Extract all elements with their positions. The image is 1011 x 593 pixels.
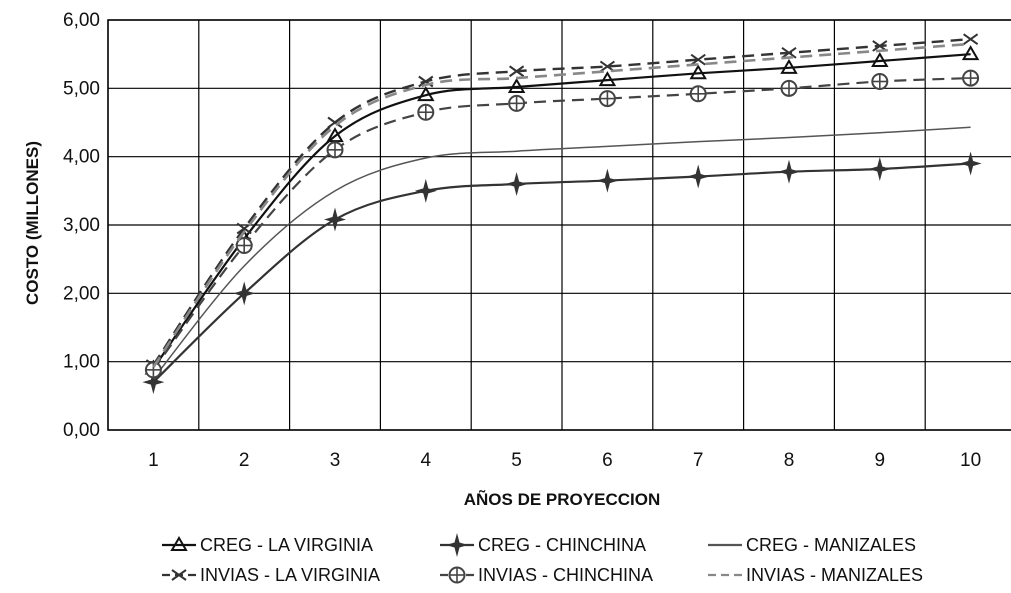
data-point	[689, 64, 707, 80]
data-point	[327, 116, 343, 129]
data-point	[144, 361, 162, 379]
data-point	[868, 156, 891, 181]
data-point	[326, 141, 344, 159]
series-invias-chinchina	[144, 69, 980, 379]
series-line	[152, 37, 971, 366]
data-point	[233, 281, 256, 306]
data-point	[509, 65, 525, 78]
data-point	[142, 370, 165, 395]
legend-label: INVIAS - MANIZALES	[746, 565, 923, 585]
data-point	[961, 45, 980, 61]
data-point	[326, 127, 344, 143]
y-axis-title: COSTO (MILLONES)	[23, 141, 42, 305]
data-point	[235, 237, 253, 254]
legend-item: CREG - CHINCHINA	[440, 533, 646, 557]
y-tick-label: 2,00	[63, 283, 100, 304]
data-point	[170, 536, 188, 551]
data-point	[780, 79, 798, 97]
legend-item: INVIAS - MANIZALES	[708, 565, 923, 585]
axes: 0,00 1,00 2,00 3,00 4,00 5,00 6,00 1 2 3 4 5 6 7 8 9 10	[63, 10, 1011, 471]
data-point	[780, 58, 798, 74]
x-tick-label: 2	[239, 450, 250, 471]
legend-label: CREG - CHINCHINA	[478, 535, 646, 555]
data-point	[963, 33, 979, 45]
data-point	[598, 90, 616, 108]
x-tick-label: 6	[602, 450, 613, 471]
series-line	[152, 53, 971, 370]
y-tick-label: 6,00	[63, 10, 100, 31]
data-point	[414, 178, 437, 203]
x-tick-label: 9	[875, 450, 886, 471]
data-point	[171, 569, 187, 581]
series-line	[152, 126, 971, 380]
series-line	[152, 76, 971, 371]
y-tick-label: 1,00	[63, 352, 100, 373]
x-tick-label: 10	[960, 450, 981, 471]
legend-item: INVIAS - CHINCHINA	[440, 565, 653, 585]
data-point	[417, 103, 435, 121]
plot-area	[107, 19, 1011, 431]
y-tick-label: 0,00	[63, 420, 100, 441]
x-tick-label: 1	[148, 450, 159, 471]
data-point	[871, 73, 889, 90]
data-point	[959, 151, 982, 176]
data-point	[596, 168, 619, 193]
data-point	[689, 85, 707, 103]
series-creg-manizales	[152, 126, 971, 380]
x-tick-label: 4	[421, 450, 432, 471]
data-point	[690, 53, 706, 66]
y-tick-label: 4,00	[63, 147, 100, 168]
data-point	[508, 94, 526, 112]
legend-label: CREG - MANIZALES	[746, 535, 916, 555]
legend-item: CREG - LA VIRGINIA	[162, 535, 373, 555]
data-point	[871, 52, 889, 67]
data-point	[448, 566, 466, 584]
legend-label: INVIAS - CHINCHINA	[478, 565, 653, 585]
data-point	[505, 172, 528, 196]
legend-label: CREG - LA VIRGINIA	[200, 535, 373, 555]
x-tick-label: 7	[693, 450, 704, 471]
data-point	[687, 164, 710, 189]
x-tick-label: 3	[330, 450, 341, 471]
x-tick-label: 5	[511, 450, 522, 471]
data-point	[962, 69, 980, 87]
data-point	[324, 207, 346, 232]
series-line	[152, 162, 971, 383]
series-invias-manizales	[152, 42, 971, 368]
data-point	[598, 71, 617, 87]
x-axis-title: AÑOS DE PROYECCION	[464, 489, 660, 509]
series-invias-la-virginia	[145, 33, 979, 371]
data-point	[778, 159, 800, 184]
legend-label: INVIAS - LA VIRGINIA	[200, 565, 380, 585]
data-point	[417, 86, 435, 102]
legend: CREG - LA VIRGINIA CREG - CHINCHINA CREG -…	[162, 533, 923, 585]
legend-item: INVIAS - LA VIRGINIA	[162, 565, 380, 585]
series-layer	[142, 33, 982, 395]
x-tick-label: 8	[784, 450, 795, 471]
data-point	[446, 533, 468, 557]
data-point	[507, 77, 526, 93]
y-tick-label: 5,00	[63, 78, 100, 99]
series-line	[152, 42, 971, 368]
y-tick-label: 3,00	[63, 215, 100, 236]
data-point	[781, 46, 797, 59]
series-creg-chinchina	[142, 151, 982, 395]
legend-item: CREG - MANIZALES	[708, 535, 916, 555]
